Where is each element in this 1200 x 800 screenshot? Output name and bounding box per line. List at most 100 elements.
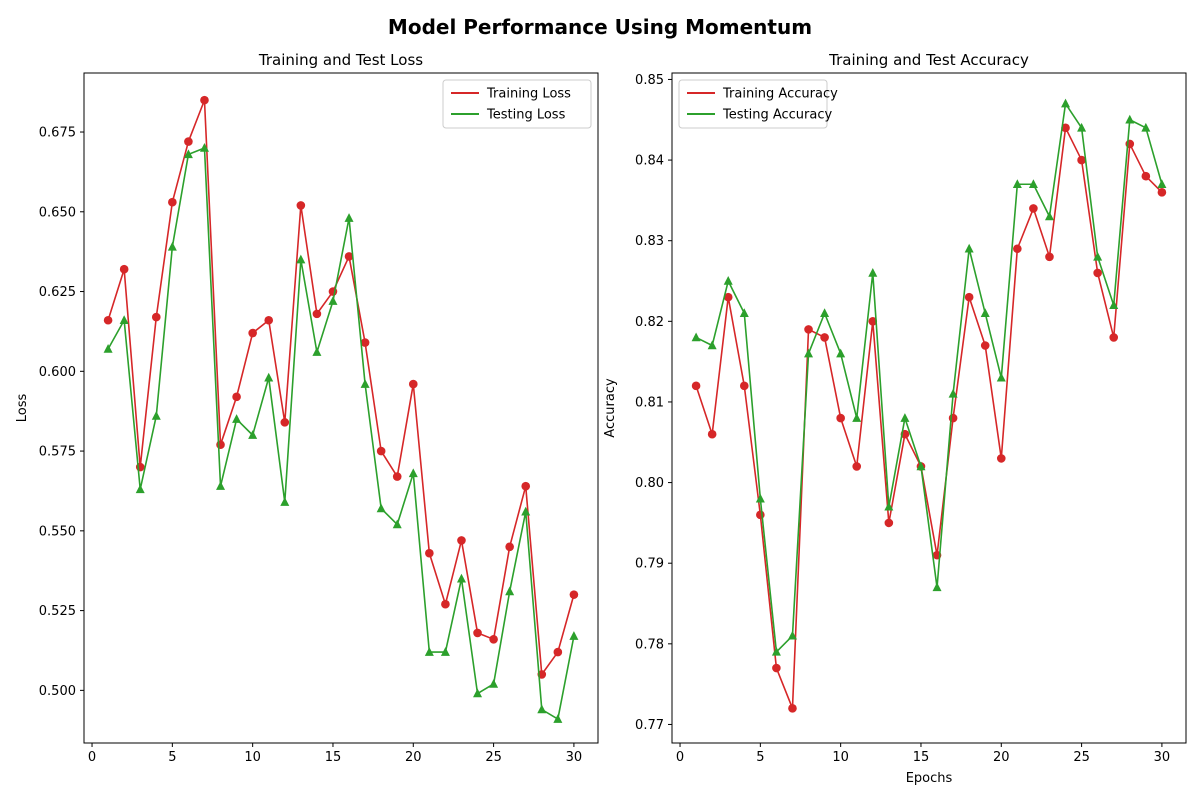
testing-loss-point — [473, 688, 483, 698]
training-loss-point — [473, 628, 482, 638]
training-accuracy-point — [691, 381, 701, 391]
testing-loss-point — [264, 372, 274, 382]
testing-accuracy-point — [723, 276, 733, 285]
testing-accuracy-point — [996, 372, 1006, 382]
training-loss-point — [119, 264, 129, 274]
testing-loss-line — [107, 147, 575, 720]
chart-1-x-tick-label: 10 — [832, 750, 849, 765]
testing-accuracy-point — [916, 461, 926, 471]
testing-accuracy-point — [900, 413, 910, 422]
testing-accuracy-point — [1109, 300, 1119, 309]
training-loss-point — [360, 338, 370, 347]
training-accuracy-point — [1141, 171, 1151, 181]
testing-accuracy-point — [1012, 179, 1022, 189]
training-accuracy-point — [980, 341, 990, 350]
training-accuracy-point — [964, 292, 974, 302]
testing-loss-point — [296, 254, 306, 264]
testing-accuracy-point — [787, 630, 797, 640]
training-accuracy-point — [739, 381, 749, 391]
training-loss-point — [553, 647, 563, 657]
training-loss-point — [184, 137, 193, 146]
training-loss-point — [312, 309, 322, 319]
testing-accuracy-point — [884, 501, 894, 511]
testing-loss-point — [376, 503, 386, 513]
training-loss-point — [425, 548, 434, 558]
training-loss-point — [521, 481, 531, 491]
testing-accuracy-point — [836, 348, 846, 358]
testing-loss-point — [199, 142, 209, 152]
training-accuracy-point — [1045, 252, 1054, 262]
testing-accuracy-point — [964, 243, 974, 253]
chart-0-x-tick-label: 10 — [244, 750, 261, 765]
testing-loss-point — [103, 343, 113, 353]
figure-title: Model Performance Using Momentum — [388, 15, 812, 39]
chart-0-y-tick-label: 0.550 — [39, 524, 76, 539]
training-accuracy-point — [707, 429, 717, 439]
training-loss-point — [232, 392, 241, 402]
testing-loss-point — [119, 315, 129, 325]
training-loss-point — [376, 446, 386, 456]
chart-0-x-tick-label: 5 — [168, 750, 176, 765]
chart-1-y-tick-label: 0.81 — [635, 395, 664, 410]
testing-loss-point — [151, 410, 161, 420]
chart-0-legend — [442, 79, 592, 129]
training-accuracy-point — [1109, 333, 1119, 342]
chart-0-y-tick-label: 0.650 — [39, 205, 76, 220]
chart-0-x-tick-label: 15 — [325, 750, 342, 765]
testing-accuracy-point — [1044, 211, 1054, 221]
testing-loss-point — [248, 430, 258, 439]
testing-loss-point — [216, 481, 226, 490]
training-accuracy-line — [695, 127, 1163, 710]
chart-0-y-tick-label: 0.525 — [39, 604, 76, 619]
testing-loss-point — [505, 586, 515, 596]
training-loss-point — [296, 201, 306, 210]
chart-0-title: Training and Test Loss — [258, 51, 423, 69]
training-accuracy-point — [804, 325, 813, 334]
testing-accuracy-point — [739, 308, 749, 318]
training-loss-point — [248, 328, 257, 338]
testing-accuracy-point — [755, 493, 765, 503]
chart-1-y-axis-label: Accuracy — [603, 378, 618, 438]
testing-loss-point — [569, 631, 579, 640]
training-accuracy-point — [1061, 123, 1070, 133]
training-accuracy-point — [868, 317, 878, 326]
accuracy-chart: Training and Test Accuracy 0 5 10 15 20 25 30 0.… — [603, 51, 1187, 786]
training-loss-point — [103, 315, 113, 325]
training-loss-point — [408, 379, 418, 389]
testing-loss-point — [489, 678, 499, 688]
chart-0-y-tick-label: 0.675 — [39, 126, 76, 141]
testing-accuracy-point — [691, 332, 701, 342]
testing-accuracy-point — [932, 582, 942, 592]
chart-1-x-tick-label: 0 — [676, 750, 684, 765]
training-accuracy-point — [772, 663, 781, 673]
training-loss-point — [168, 197, 177, 207]
testing-accuracy-legend-label: Testing Accuracy — [722, 108, 832, 123]
testing-loss-point — [537, 704, 547, 714]
chart-0-x-tick-label: 25 — [485, 750, 502, 765]
chart-1-x-tick-label: 30 — [1154, 750, 1171, 765]
training-loss-point — [280, 418, 290, 427]
chart-1-x-axis-label: Epochs — [906, 771, 953, 786]
chart-1-y-tick-label: 0.77 — [635, 718, 664, 733]
training-accuracy-legend-label: Training Accuracy — [722, 87, 838, 102]
training-loss-point — [200, 95, 209, 105]
testing-loss-point — [328, 296, 338, 305]
chart-1-x-tick-label: 5 — [756, 750, 764, 765]
training-loss-point — [151, 312, 161, 322]
chart-0-y-tick-label: 0.575 — [39, 445, 76, 460]
chart-1-y-tick-label: 0.84 — [635, 154, 664, 169]
training-loss-point — [489, 635, 498, 644]
chart-0-axes-frame — [83, 72, 599, 744]
training-loss-point — [264, 315, 274, 325]
testing-accuracy-point — [1157, 179, 1167, 189]
chart-1-y-tick-label: 0.82 — [635, 315, 664, 330]
testing-loss-point — [521, 506, 531, 516]
testing-accuracy-point — [868, 267, 878, 277]
testing-loss-point — [408, 468, 418, 478]
training-loss-point — [569, 590, 579, 599]
chart-1-x-tick-label: 15 — [913, 750, 930, 765]
chart-1-y-tick-label: 0.78 — [635, 637, 664, 652]
chart-0-x-tick-label: 0 — [88, 750, 96, 765]
chart-1-title: Training and Test Accuracy — [828, 51, 1029, 69]
